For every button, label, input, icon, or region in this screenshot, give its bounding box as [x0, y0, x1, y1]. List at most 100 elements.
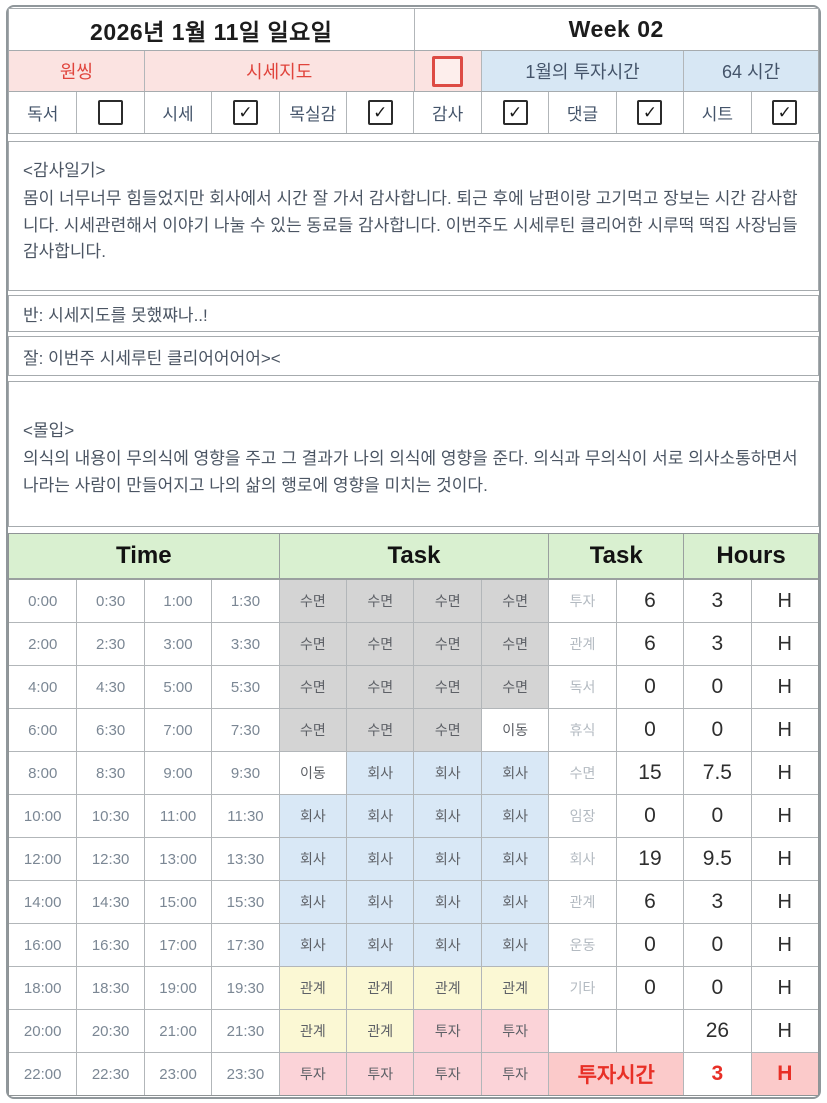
habit-label: 댓글 — [548, 92, 615, 133]
task-block-cell[interactable]: 투자 — [278, 1053, 347, 1095]
task-block-cell[interactable]: 수면 — [346, 580, 414, 622]
time-cell: 8:00 — [28, 764, 58, 782]
checked-checkbox-icon[interactable]: ✓ — [232, 100, 258, 125]
task-block-cell[interactable]: 회사 — [480, 881, 549, 923]
habit-checkbox-cell[interactable]: ✓ — [750, 92, 818, 133]
task-hours-cell[interactable]: 3 — [683, 881, 750, 923]
task-block-cell[interactable]: 회사 — [346, 752, 414, 794]
invest-total-hours[interactable]: 3 — [683, 1053, 750, 1095]
task-block-cell[interactable]: 수면 — [346, 623, 414, 665]
bad-note-box[interactable]: 반: 시세지도를 못했쨔나..! — [8, 295, 819, 332]
task-hours-cell[interactable]: 3 — [683, 623, 750, 665]
task-block-cell[interactable]: 관계 — [413, 967, 481, 1009]
task-hours-cell[interactable]: 0 — [683, 924, 750, 966]
task-block-cell[interactable]: 회사 — [413, 924, 481, 966]
task-count-cell[interactable]: 0 — [615, 795, 683, 837]
task-block-cell[interactable]: 회사 — [413, 795, 481, 837]
task-block-cell[interactable]: 수면 — [413, 709, 481, 751]
task-hours-cell[interactable]: 0 — [683, 666, 750, 708]
gratitude-journal-box[interactable]: <감사일기> 몸이 너무너무 힘들었지만 회사에서 시간 잘 가서 감사합니다.… — [8, 141, 819, 291]
task-block-cell[interactable]: 회사 — [278, 838, 347, 880]
task-block-cell[interactable]: 수면 — [480, 623, 549, 665]
task-block-cell[interactable]: 회사 — [278, 924, 347, 966]
time-cell: 4:00 — [28, 678, 58, 696]
task-count-cell[interactable]: 0 — [615, 967, 683, 1009]
good-note-box[interactable]: 잘: 이번주 시세루틴 클리어어어어>< — [8, 336, 819, 376]
task-count-cell[interactable]: 6 — [615, 580, 683, 622]
unchecked-checkbox-icon[interactable] — [432, 55, 464, 87]
task-hours-cell[interactable]: 0 — [683, 795, 750, 837]
task-count-cell[interactable]: 15 — [615, 752, 683, 794]
task-block-cell[interactable]: 관계 — [480, 967, 549, 1009]
task-block-cell[interactable]: 회사 — [278, 795, 347, 837]
task-block-cell[interactable]: 회사 — [346, 838, 414, 880]
task-block-cell[interactable]: 회사 — [480, 924, 549, 966]
task-block-cell[interactable]: 회사 — [346, 881, 414, 923]
unchecked-checkbox-icon[interactable] — [98, 100, 124, 125]
task-count-cell[interactable]: 0 — [615, 709, 683, 751]
habit-checkbox-cell[interactable]: ✓ — [211, 92, 278, 133]
task-hours-cell[interactable]: 26 — [683, 1010, 750, 1052]
time-cell: 4:30 — [76, 666, 143, 708]
task-count-cell[interactable]: 0 — [615, 666, 683, 708]
invest-time-value[interactable]: 64 시간 — [683, 51, 818, 91]
one-thing-value[interactable]: 시세지도 — [143, 51, 414, 91]
focus-box[interactable]: <몰입> 의식의 내용이 무의식에 영향을 주고 그 결과가 나의 의식에 영향… — [8, 381, 819, 527]
task-block-cell[interactable]: 이동 — [480, 709, 549, 751]
task-count-cell[interactable]: 6 — [615, 623, 683, 665]
task-block-cell[interactable]: 수면 — [278, 709, 347, 751]
task-block-cell[interactable]: 수면 — [480, 580, 549, 622]
task-block-cell[interactable]: 수면 — [278, 580, 347, 622]
task-block-cell[interactable]: 투자 — [480, 1053, 549, 1095]
time-cell: 5:00 — [143, 666, 211, 708]
task-block-cell[interactable]: 관계 — [278, 967, 347, 1009]
task-block-cell[interactable]: 회사 — [413, 881, 481, 923]
task-block-cell[interactable]: 투자 — [480, 1010, 549, 1052]
task-count-cell[interactable]: 6 — [615, 881, 683, 923]
task-hours-cell[interactable]: 3 — [683, 580, 750, 622]
habit-checkbox-cell[interactable]: ✓ — [615, 92, 683, 133]
task-hours-cell[interactable]: 7.5 — [683, 752, 750, 794]
task-block-cell[interactable]: 관계 — [346, 1010, 414, 1052]
one-thing-checkbox-cell[interactable] — [413, 51, 481, 91]
checked-checkbox-icon[interactable]: ✓ — [502, 100, 528, 125]
task-block-cell[interactable]: 회사 — [413, 752, 481, 794]
task-count-cell[interactable]: 0 — [615, 924, 683, 966]
habit-checkbox-cell[interactable]: ✓ — [480, 92, 548, 133]
task-block-cell[interactable]: 이동 — [278, 752, 347, 794]
task-count-cell[interactable] — [615, 1010, 683, 1052]
task-block-cell[interactable]: 회사 — [346, 924, 414, 966]
task-block-cell[interactable]: 수면 — [278, 623, 347, 665]
checked-checkbox-icon[interactable]: ✓ — [772, 100, 798, 125]
checked-checkbox-icon[interactable]: ✓ — [637, 100, 663, 125]
task-count-cell[interactable]: 19 — [615, 838, 683, 880]
task-block-cell[interactable]: 투자 — [346, 1053, 414, 1095]
task-block-cell[interactable]: 회사 — [413, 838, 481, 880]
habit-checkbox-cell[interactable]: ✓ — [346, 92, 413, 133]
task-block-cell[interactable]: 수면 — [413, 580, 481, 622]
task-hours-cell[interactable]: 0 — [683, 967, 750, 1009]
task-block-cell[interactable]: 수면 — [278, 666, 347, 708]
task-block-cell[interactable]: 회사 — [346, 795, 414, 837]
task-block-cell[interactable]: 투자 — [413, 1010, 481, 1052]
task-block-cell[interactable]: 수면 — [413, 623, 481, 665]
time-cell: 20:30 — [76, 1010, 143, 1052]
task-block-cell[interactable]: 회사 — [480, 752, 549, 794]
time-cell: 19:30 — [211, 967, 278, 1009]
task-hours-cell[interactable]: 9.5 — [683, 838, 750, 880]
task-block-cell[interactable]: 수면 — [413, 666, 481, 708]
task-block-cell[interactable]: 회사 — [480, 795, 549, 837]
task-block-cell[interactable]: 회사 — [278, 881, 347, 923]
summary-bar: 원씽 시세지도 1월의 투자시간 64 시간 — [8, 51, 819, 92]
task-block-cell[interactable]: 수면 — [346, 709, 414, 751]
task-block-cell[interactable]: 수면 — [480, 666, 549, 708]
schedule-header-row: Time Task Task Hours — [9, 534, 818, 580]
task-block-cell[interactable]: 투자 — [413, 1053, 481, 1095]
checked-checkbox-icon[interactable]: ✓ — [367, 100, 393, 125]
task-block-cell[interactable]: 수면 — [346, 666, 414, 708]
task-block-cell[interactable]: 관계 — [278, 1010, 347, 1052]
task-hours-cell[interactable]: 0 — [683, 709, 750, 751]
task-block-cell[interactable]: 관계 — [346, 967, 414, 1009]
habit-checkbox-cell[interactable] — [76, 92, 143, 133]
task-block-cell[interactable]: 회사 — [480, 838, 549, 880]
